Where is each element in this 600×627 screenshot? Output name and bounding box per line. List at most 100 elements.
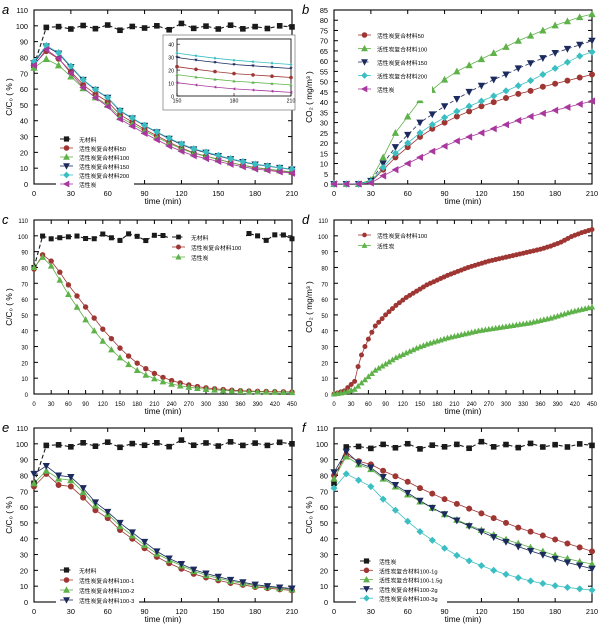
svg-text:10: 10 bbox=[320, 582, 328, 591]
svg-text:b: b bbox=[302, 2, 309, 17]
svg-text:60: 60 bbox=[320, 57, 328, 66]
svg-text:300: 300 bbox=[201, 402, 212, 408]
svg-text:CO₂ ( mg/m³ ): CO₂ ( mg/m³ ) bbox=[304, 71, 314, 123]
svg-text:0: 0 bbox=[332, 607, 336, 616]
svg-text:活性炭复合材料100: 活性炭复合材料100 bbox=[79, 154, 129, 162]
svg-text:time (min): time (min) bbox=[145, 406, 182, 416]
svg-text:0: 0 bbox=[324, 180, 328, 189]
svg-text:CO₂ ( mg/m³ ): CO₂ ( mg/m³ ) bbox=[304, 281, 314, 333]
svg-text:450: 450 bbox=[287, 402, 298, 408]
svg-text:420: 420 bbox=[270, 402, 281, 408]
svg-text:活性炭复合材料100-3: 活性炭复合材料100-3 bbox=[79, 597, 134, 605]
svg-text:80: 80 bbox=[320, 16, 328, 25]
svg-text:活性炭复合材料100-3g: 活性炭复合材料100-3g bbox=[379, 595, 438, 603]
svg-text:e: e bbox=[2, 420, 9, 435]
svg-text:活性炭复合材料100: 活性炭复合材料100 bbox=[377, 232, 427, 240]
svg-text:d: d bbox=[302, 212, 310, 227]
svg-text:100: 100 bbox=[16, 440, 28, 449]
svg-text:420: 420 bbox=[570, 402, 581, 408]
svg-text:time (min): time (min) bbox=[445, 196, 482, 206]
svg-text:330: 330 bbox=[218, 402, 229, 408]
svg-text:75: 75 bbox=[320, 26, 328, 35]
svg-text:10: 10 bbox=[321, 377, 328, 383]
svg-text:60: 60 bbox=[404, 607, 412, 616]
svg-text:450: 450 bbox=[587, 402, 598, 408]
svg-text:90: 90 bbox=[21, 251, 28, 257]
svg-text:50: 50 bbox=[320, 78, 328, 87]
svg-text:90: 90 bbox=[20, 456, 28, 465]
svg-text:10: 10 bbox=[168, 82, 174, 88]
svg-text:无材料: 无材料 bbox=[79, 136, 97, 144]
svg-text:活性炭: 活性炭 bbox=[191, 254, 209, 262]
svg-text:活性炭复合材料100-1: 活性炭复合材料100-1 bbox=[79, 577, 134, 585]
svg-text:90: 90 bbox=[382, 402, 389, 408]
svg-text:20: 20 bbox=[20, 148, 28, 157]
svg-text:活性炭复合材料100: 活性炭复合材料100 bbox=[377, 46, 427, 54]
svg-text:110: 110 bbox=[318, 219, 328, 225]
svg-text:time (min): time (min) bbox=[445, 614, 482, 624]
svg-text:活性炭: 活性炭 bbox=[79, 181, 97, 189]
svg-text:70: 70 bbox=[320, 487, 328, 496]
svg-text:活性炭复合材料100-2g: 活性炭复合材料100-2g bbox=[379, 586, 438, 594]
svg-text:80: 80 bbox=[321, 266, 328, 272]
svg-text:60: 60 bbox=[320, 503, 328, 512]
svg-text:35: 35 bbox=[320, 108, 328, 117]
svg-text:50: 50 bbox=[20, 101, 28, 110]
svg-text:60: 60 bbox=[404, 189, 412, 198]
svg-text:0: 0 bbox=[24, 180, 28, 189]
svg-text:30: 30 bbox=[367, 189, 375, 198]
svg-text:活性炭复合材料100-1.5g: 活性炭复合材料100-1.5g bbox=[379, 577, 442, 585]
svg-text:110: 110 bbox=[16, 6, 28, 15]
svg-text:60: 60 bbox=[21, 298, 28, 304]
svg-text:活性炭复合材料200: 活性炭复合材料200 bbox=[377, 73, 427, 81]
svg-text:90: 90 bbox=[20, 38, 28, 47]
svg-text:10: 10 bbox=[320, 160, 328, 169]
svg-text:C/C₀ ( % ): C/C₀ ( % ) bbox=[304, 496, 314, 534]
svg-text:180: 180 bbox=[549, 607, 561, 616]
svg-text:40: 40 bbox=[21, 330, 28, 336]
svg-text:150: 150 bbox=[512, 607, 524, 616]
svg-text:30: 30 bbox=[48, 402, 55, 408]
svg-text:活性炭复合材料100-2: 活性炭复合材料100-2 bbox=[79, 587, 134, 595]
svg-text:40: 40 bbox=[20, 117, 28, 126]
svg-text:25: 25 bbox=[320, 129, 328, 138]
svg-text:150: 150 bbox=[212, 607, 224, 616]
svg-text:a: a bbox=[2, 2, 9, 17]
svg-text:180: 180 bbox=[230, 99, 239, 105]
svg-text:180: 180 bbox=[549, 189, 561, 198]
svg-text:30: 30 bbox=[20, 133, 28, 142]
svg-text:150: 150 bbox=[115, 402, 126, 408]
svg-text:60: 60 bbox=[365, 402, 372, 408]
svg-text:活性炭复合材料50: 活性炭复合材料50 bbox=[377, 32, 424, 40]
svg-text:活性炭复合材料150: 活性炭复合材料150 bbox=[377, 59, 427, 67]
svg-text:270: 270 bbox=[184, 402, 195, 408]
svg-text:40: 40 bbox=[321, 330, 328, 336]
svg-text:C/C₀ ( % ): C/C₀ ( % ) bbox=[4, 78, 14, 116]
svg-text:15: 15 bbox=[320, 149, 328, 158]
svg-text:40: 40 bbox=[320, 535, 328, 544]
svg-text:210: 210 bbox=[286, 189, 298, 198]
svg-text:30: 30 bbox=[320, 119, 328, 128]
svg-text:110: 110 bbox=[316, 424, 328, 433]
svg-text:100: 100 bbox=[16, 22, 28, 31]
svg-text:80: 80 bbox=[20, 53, 28, 62]
svg-text:time (min): time (min) bbox=[445, 406, 482, 416]
svg-text:120: 120 bbox=[98, 402, 109, 408]
svg-text:20: 20 bbox=[320, 566, 328, 575]
svg-text:60: 60 bbox=[65, 402, 72, 408]
svg-text:0: 0 bbox=[324, 598, 328, 607]
svg-text:time (min): time (min) bbox=[145, 614, 182, 624]
svg-text:55: 55 bbox=[320, 67, 328, 76]
svg-text:60: 60 bbox=[20, 85, 28, 94]
svg-text:30: 30 bbox=[321, 346, 328, 352]
svg-text:180: 180 bbox=[132, 402, 143, 408]
svg-text:30: 30 bbox=[367, 607, 375, 616]
svg-text:70: 70 bbox=[320, 37, 328, 46]
svg-text:150: 150 bbox=[173, 99, 182, 105]
svg-text:C/C₀ ( % ): C/C₀ ( % ) bbox=[4, 288, 14, 326]
svg-text:C/C₀ ( % ): C/C₀ ( % ) bbox=[4, 496, 14, 534]
svg-text:150: 150 bbox=[212, 189, 224, 198]
svg-text:活性炭复合材料100: 活性炭复合材料100 bbox=[191, 244, 241, 252]
svg-text:100: 100 bbox=[316, 440, 328, 449]
svg-text:10: 10 bbox=[21, 377, 28, 383]
